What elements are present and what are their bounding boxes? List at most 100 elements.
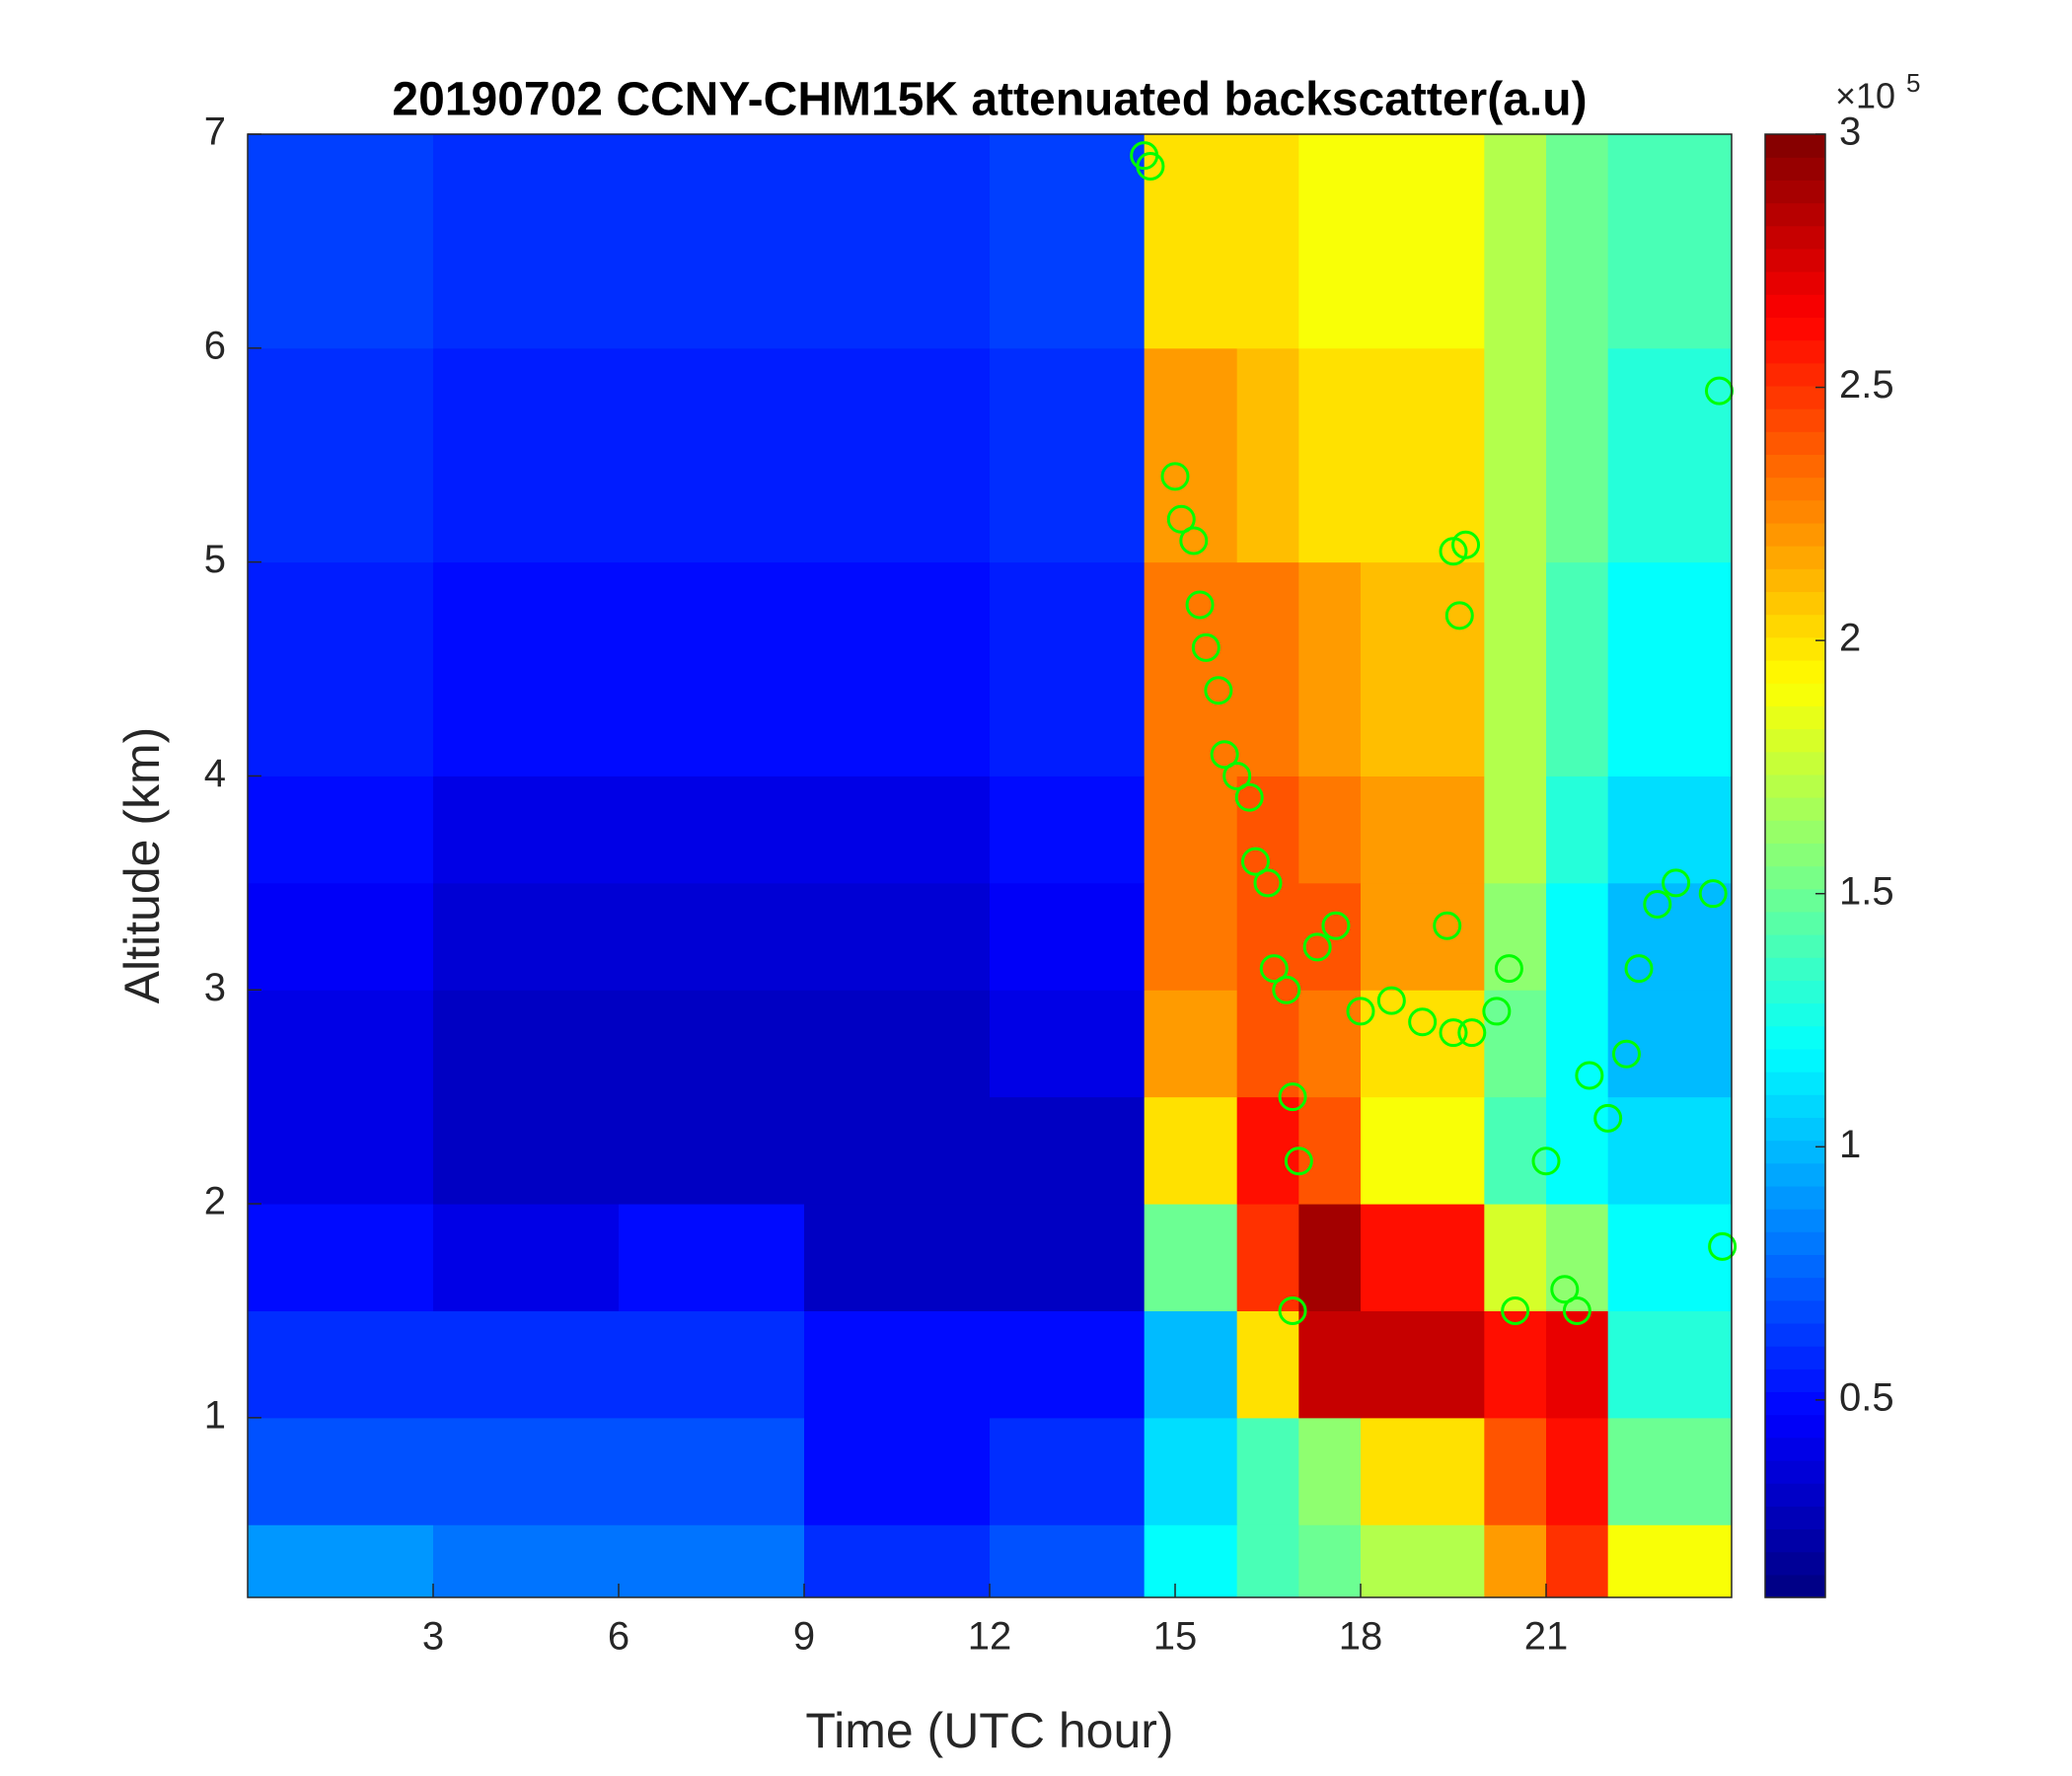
heatmap-cell	[990, 1204, 1146, 1311]
scatter-point	[1575, 1061, 1604, 1090]
heatmap-cell	[1361, 561, 1485, 777]
scatter-point	[1191, 632, 1221, 662]
scatter-point	[1708, 1231, 1738, 1261]
colorbar-swatch	[1765, 1322, 1825, 1347]
scatter-point	[1408, 1007, 1438, 1037]
colorbar-swatch	[1765, 317, 1825, 341]
colorbar-swatch	[1765, 934, 1825, 958]
colorbar-swatch	[1765, 362, 1825, 387]
heatmap-cell	[619, 882, 805, 991]
colorbar-swatch	[1765, 980, 1825, 1004]
x-tick-label: 18	[1339, 1615, 1383, 1659]
heatmap-cell	[619, 1096, 805, 1205]
heatmap-cell	[619, 1524, 805, 1598]
heatmap-cell	[1546, 882, 1609, 991]
heatmap-cell	[1298, 1417, 1362, 1525]
colorbar-swatch	[1765, 1094, 1825, 1118]
heatmap-cell	[1144, 1417, 1238, 1525]
heatmap-cell	[804, 1096, 991, 1205]
heatmap-cell	[1361, 1096, 1485, 1205]
colorbar-swatch	[1765, 1437, 1825, 1461]
heatmap-cell	[1484, 1310, 1547, 1419]
heatmap-cell	[433, 561, 620, 777]
heatmap-cell	[804, 1417, 991, 1525]
scatter-point	[1253, 868, 1283, 898]
heatmap-cell	[248, 1310, 434, 1419]
heatmap-cell	[1546, 776, 1609, 884]
colorbar-swatch	[1765, 1299, 1825, 1324]
colorbar-tick-label: 3	[1839, 111, 1861, 154]
scatter-point	[1210, 740, 1239, 770]
heatmap-cell	[1484, 1096, 1547, 1205]
heatmap-cell	[248, 134, 434, 349]
heatmap-cell	[1236, 1310, 1299, 1419]
scatter-point	[1593, 1103, 1623, 1133]
heatmap-cell	[990, 882, 1146, 991]
colorbar-swatch	[1765, 1346, 1825, 1369]
colorbar-swatch	[1765, 659, 1825, 684]
colorbar-swatch	[1765, 1209, 1825, 1232]
heatmap-cell	[619, 347, 805, 563]
heatmap-cell	[804, 990, 991, 1098]
colorbar-swatch	[1765, 202, 1825, 227]
colorbar-swatch	[1765, 1002, 1825, 1027]
colorbar-swatch	[1765, 499, 1825, 524]
heatmap-cell	[804, 134, 991, 349]
heatmap-cell	[1236, 1204, 1299, 1311]
heatmap-cell	[1607, 1310, 1733, 1419]
heatmap-cell	[619, 561, 805, 777]
heatmap-cell	[248, 1096, 434, 1205]
colorbar-swatch	[1765, 477, 1825, 501]
heatmap-cell	[1361, 1524, 1485, 1598]
colorbar-swatch	[1765, 546, 1825, 569]
heatmap-cell	[1484, 347, 1547, 563]
scatter-point	[1444, 601, 1474, 630]
heatmap-cell	[1298, 134, 1362, 349]
colorbar-swatch	[1765, 614, 1825, 638]
heatmap-cell	[804, 1524, 991, 1598]
heatmap-cell	[1236, 882, 1299, 991]
heatmap-cell	[1546, 1417, 1609, 1525]
colorbar-swatch	[1765, 1414, 1825, 1439]
heatmap-cell	[1236, 1417, 1299, 1525]
scatter-point	[1346, 997, 1375, 1026]
heatmap-cell	[433, 1096, 620, 1205]
x-axis-label: Time (UTC hour)	[805, 1703, 1173, 1758]
heatmap-cell	[433, 347, 620, 563]
scatter-point	[1662, 868, 1691, 898]
heatmap-cell	[1361, 1204, 1485, 1311]
colorbar-swatch	[1765, 271, 1825, 295]
colorbar-swatch	[1765, 1369, 1825, 1393]
colorbar-swatch	[1765, 636, 1825, 661]
scatter-point	[1562, 1295, 1591, 1325]
colorbar-swatch	[1765, 1506, 1825, 1530]
colorbar-swatch	[1765, 1574, 1825, 1598]
colorbar-swatch	[1765, 1483, 1825, 1507]
colorbar: 0.5 1 1.5 2 2.5 3	[1764, 111, 1894, 1598]
colorbar-swatch	[1765, 728, 1825, 753]
heatmap-cell	[1361, 1310, 1485, 1419]
heatmap-cell	[1484, 1417, 1547, 1525]
colorbar-frame	[1764, 133, 1826, 1598]
scatter-point	[1451, 530, 1481, 559]
heatmap-cell	[990, 561, 1146, 777]
heatmap-cell	[1546, 561, 1609, 777]
heatmap-cell	[1546, 1524, 1609, 1598]
heatmap-cell	[433, 1417, 620, 1525]
heatmap-cell	[1607, 990, 1733, 1098]
x-tick-label: 15	[1153, 1615, 1198, 1659]
heatmap-cell	[990, 1417, 1146, 1525]
scatter-point	[1278, 1295, 1307, 1325]
colorbar-swatch	[1765, 1231, 1825, 1256]
heatmap-cell	[433, 1204, 620, 1311]
heatmap-cell	[1236, 990, 1299, 1098]
scatter-point	[1302, 932, 1332, 962]
heatmap-cell	[1144, 1096, 1238, 1205]
heatmap-cell	[1546, 1310, 1609, 1419]
colorbar-swatch	[1765, 248, 1825, 272]
heatmap-cell	[1546, 1096, 1609, 1205]
heatmap-cell	[433, 1524, 620, 1598]
heatmap-cell	[248, 990, 434, 1098]
heatmap-cell	[1546, 134, 1609, 349]
colorbar-multiplier: ×10	[1835, 76, 1895, 116]
